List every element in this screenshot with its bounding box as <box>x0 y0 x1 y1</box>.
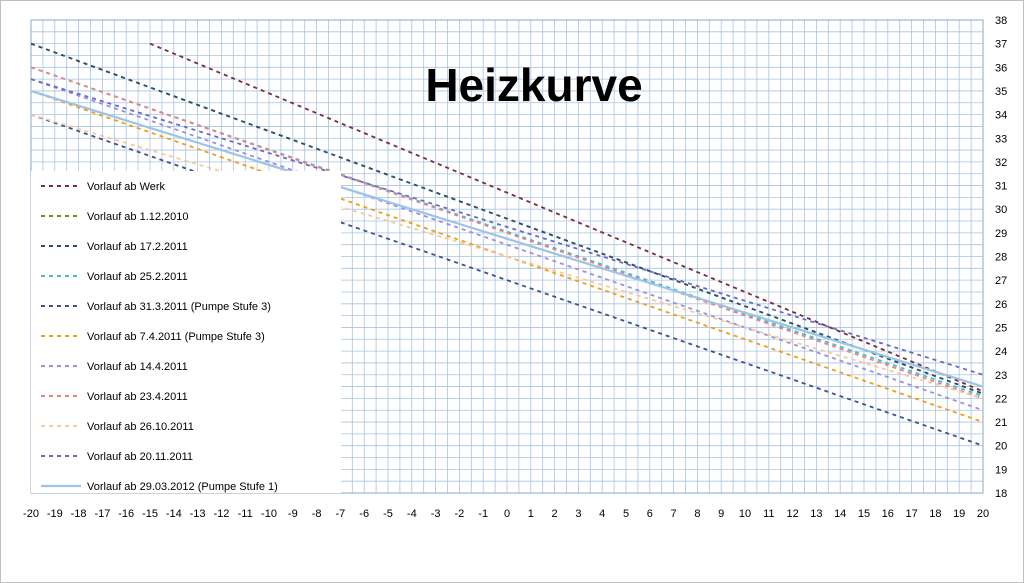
y-tick-label: 33 <box>995 133 1007 145</box>
x-tick-label: 1 <box>528 508 534 520</box>
x-tick-label: -6 <box>359 508 369 520</box>
legend-box <box>31 171 341 493</box>
y-tick-label: 37 <box>995 39 1007 51</box>
x-tick-label: -1 <box>478 508 488 520</box>
y-tick-label: 19 <box>995 464 1007 476</box>
chart-series <box>30 42 984 447</box>
x-tick-label: 8 <box>694 508 700 520</box>
x-tick-label: -11 <box>238 508 253 520</box>
chart-grid <box>30 19 984 494</box>
x-tick-label: 12 <box>786 508 798 520</box>
x-tick-label: -17 <box>94 508 110 520</box>
x-tick-label: -9 <box>288 508 298 520</box>
legend-entry-label: Vorlauf ab 23.4.2011 <box>87 391 188 403</box>
y-tick-label: 21 <box>995 417 1007 429</box>
y-tick-label: 20 <box>995 441 1007 453</box>
x-tick-label: 7 <box>671 508 677 520</box>
x-tick-label: -20 <box>23 508 39 520</box>
legend-entry-label: Vorlauf ab 1.12.2010 <box>87 211 189 223</box>
y-axis-ticks: 18 19 20 21 22 23 24 25 26 27 28 29 30 31 32 33 34 35 36 37… <box>995 15 1007 500</box>
y-tick-label: 38 <box>995 15 1007 27</box>
y-tick-label: 18 <box>995 488 1007 500</box>
x-tick-label: -2 <box>455 508 465 520</box>
x-tick-label: -13 <box>190 508 206 520</box>
y-tick-label: 29 <box>995 228 1007 240</box>
x-tick-label: 0 <box>504 508 510 520</box>
x-tick-label: 17 <box>905 508 917 520</box>
x-tick-label: 18 <box>929 508 941 520</box>
x-tick-label: 9 <box>718 508 724 520</box>
legend-entry-label: Vorlauf ab 14.4.2011 <box>87 361 188 373</box>
x-tick-label: -8 <box>312 508 322 520</box>
x-tick-label: -10 <box>261 508 277 520</box>
series-line <box>30 42 984 395</box>
legend-entry-label: Vorlauf ab 17.2.2011 <box>87 241 188 253</box>
x-tick-label: -19 <box>47 508 63 520</box>
x-tick-label: 2 <box>552 508 558 520</box>
x-tick-label: -4 <box>407 508 417 520</box>
x-tick-label: 10 <box>739 508 751 520</box>
x-tick-label: 20 <box>977 508 989 520</box>
series-line <box>30 113 984 400</box>
x-tick-label: -15 <box>142 508 158 520</box>
y-tick-label: 36 <box>995 62 1007 74</box>
y-tick-label: 35 <box>995 86 1007 98</box>
y-tick-label: 23 <box>995 370 1007 382</box>
x-tick-label: 11 <box>763 508 774 520</box>
y-tick-label: 27 <box>995 275 1007 287</box>
x-tick-label: -3 <box>431 508 441 520</box>
x-tick-label: 19 <box>953 508 965 520</box>
y-tick-label: 34 <box>995 110 1007 122</box>
legend-entry-label: Vorlauf ab 7.4.2011 (Pumpe Stufe 3) <box>87 331 265 343</box>
x-tick-label: 3 <box>575 508 581 520</box>
series-line <box>30 78 984 376</box>
x-tick-label: -18 <box>71 508 87 520</box>
x-tick-label: 13 <box>810 508 822 520</box>
x-tick-label: -16 <box>118 508 134 520</box>
y-tick-label: 25 <box>995 322 1007 334</box>
x-tick-label: 4 <box>599 508 605 520</box>
x-tick-label: -14 <box>166 508 182 520</box>
chart-title: Heizkurve <box>425 59 642 111</box>
x-tick-label: -7 <box>336 508 346 520</box>
x-tick-label: -12 <box>213 508 229 520</box>
x-tick-label: 14 <box>834 508 846 520</box>
y-tick-label: 24 <box>995 346 1007 358</box>
series-line <box>149 42 984 393</box>
legend-entry-label: Vorlauf ab 31.3.2011 (Pumpe Stufe 3) <box>87 301 271 313</box>
x-tick-label: 6 <box>647 508 653 520</box>
x-tick-label: 16 <box>882 508 894 520</box>
x-axis-ticks: -20 -19 -18 -17 -16 -15 -14 -13 -12 -11 -10 -9 -8 -7-… <box>23 508 989 520</box>
y-tick-label: 32 <box>995 157 1007 169</box>
y-tick-label: 30 <box>995 204 1007 216</box>
legend-entry-label: Vorlauf ab 26.10.2011 <box>87 421 194 433</box>
y-tick-label: 28 <box>995 252 1007 264</box>
x-tick-label: 15 <box>858 508 870 520</box>
legend-entry-label: Vorlauf ab Werk <box>87 181 166 193</box>
x-tick-label: 5 <box>623 508 629 520</box>
y-tick-label: 22 <box>995 393 1007 405</box>
y-tick-label: 26 <box>995 299 1007 311</box>
legend-entry-label: Vorlauf ab 20.11.2011 <box>87 451 193 463</box>
y-tick-label: 31 <box>995 181 1007 193</box>
legend-entry-label: Vorlauf ab 29.03.2012 (Pumpe Stufe 1) <box>87 481 278 493</box>
chart-legend: Vorlauf ab Werk Vorlauf ab 1.12.2010 Vorla… <box>31 171 341 493</box>
series-line <box>30 89 984 388</box>
x-tick-label: -5 <box>383 508 393 520</box>
legend-entry-label: Vorlauf ab 25.2.2011 <box>87 271 188 283</box>
